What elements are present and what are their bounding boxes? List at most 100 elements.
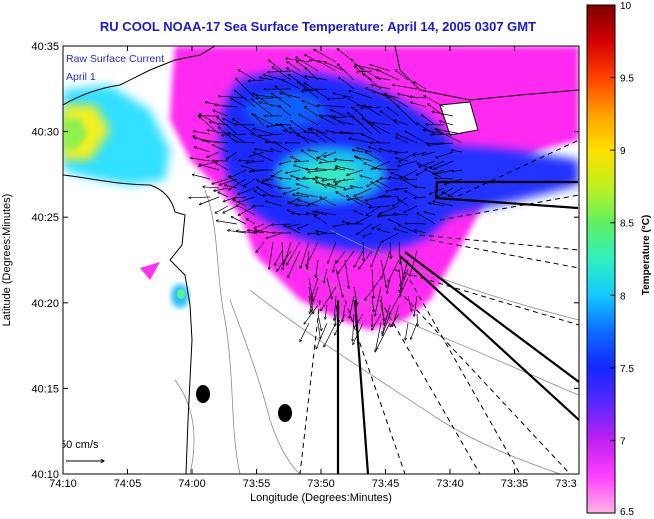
current-vector	[256, 241, 265, 253]
current-vector	[316, 211, 337, 216]
colorbar-tick-label: 8	[620, 291, 626, 302]
colorbar-tick-label: 7.5	[620, 364, 634, 375]
current-vector	[344, 187, 355, 190]
contour-line	[174, 379, 195, 474]
current-vector	[426, 143, 445, 144]
y-tick-label: 40:20	[31, 298, 59, 310]
current-vector	[302, 88, 328, 91]
current-vector	[214, 187, 229, 191]
current-vector	[424, 212, 436, 216]
current-vector	[207, 130, 229, 135]
current-vector	[389, 151, 400, 152]
colorbar	[586, 4, 616, 514]
current-vector	[274, 250, 283, 266]
current-vector	[392, 304, 400, 327]
current-vector	[434, 160, 454, 169]
current-vector	[360, 176, 373, 180]
current-vector	[232, 119, 256, 135]
current-vector	[192, 175, 211, 180]
current-vector	[287, 68, 310, 81]
current-vector	[439, 121, 454, 126]
current-vector	[389, 295, 400, 315]
chart-title: RU COOL NOAA-17 Sea Surface Temperature:…	[100, 19, 536, 34]
current-vector	[398, 199, 409, 207]
current-vector	[287, 241, 301, 265]
current-vector	[371, 268, 374, 298]
current-vector	[426, 124, 445, 125]
current-vector	[411, 102, 427, 108]
current-vector	[322, 178, 337, 181]
current-vector	[387, 107, 400, 117]
current-vector	[436, 151, 454, 158]
current-vector	[194, 147, 211, 153]
current-vector	[419, 160, 436, 167]
contour-line	[329, 229, 579, 321]
current-vector	[333, 115, 355, 118]
current-vector	[244, 178, 256, 186]
current-vector	[428, 142, 454, 145]
current-vector	[437, 187, 454, 197]
current-vector	[383, 196, 400, 198]
current-vector	[280, 124, 292, 135]
current-vector	[399, 268, 409, 293]
current-vector	[444, 178, 463, 185]
current-vector	[300, 241, 310, 268]
current-vector	[411, 322, 418, 339]
current-vector	[298, 223, 310, 229]
current-vector	[394, 120, 409, 126]
current-vector	[219, 96, 247, 99]
current-vector	[238, 187, 256, 195]
current-vector	[371, 295, 374, 312]
current-vector	[330, 116, 346, 126]
current-vector	[238, 196, 256, 203]
current-vector	[230, 169, 247, 178]
current-vector	[308, 169, 328, 172]
current-vector	[370, 65, 391, 72]
current-vector	[380, 205, 400, 214]
current-vector	[428, 104, 445, 117]
current-vector	[233, 196, 247, 198]
current-vector	[254, 223, 274, 234]
radar-dashed-line	[299, 139, 579, 474]
current-vector	[231, 98, 247, 108]
contour-line	[204, 189, 241, 474]
current-vector	[324, 268, 328, 283]
current-vector	[191, 158, 211, 162]
current-vector	[335, 178, 346, 184]
current-vector	[349, 295, 355, 318]
current-vector	[299, 114, 319, 126]
map-area: Raw Surface Current April 1 50 cm/s	[63, 46, 579, 474]
current-vector	[318, 61, 337, 72]
y-axis-label: Latitude (Degrees:Minutes)	[1, 194, 13, 327]
x-tick-label: 73:3	[555, 478, 576, 490]
current-vector	[325, 304, 328, 319]
current-vector	[266, 201, 283, 207]
current-vector	[306, 213, 319, 216]
current-vector	[400, 259, 409, 287]
current-vector	[357, 148, 373, 153]
current-vector	[254, 115, 274, 126]
current-vector	[255, 230, 274, 234]
current-vector	[389, 177, 400, 180]
current-vector	[365, 196, 382, 201]
current-vector	[395, 137, 409, 144]
current-vector	[248, 80, 265, 81]
current-vector	[354, 250, 364, 267]
current-vector	[356, 313, 364, 326]
current-vector	[381, 111, 400, 126]
current-vector	[382, 232, 400, 242]
current-vector	[335, 304, 339, 322]
current-vector	[344, 259, 349, 288]
current-vector	[396, 187, 409, 190]
x-tick-label: 74:05	[114, 478, 142, 490]
current-vector	[417, 313, 418, 326]
current-vector	[275, 86, 292, 99]
radar-site-marker	[278, 404, 292, 422]
y-tick-label: 40:15	[31, 383, 59, 395]
current-vector	[381, 250, 391, 279]
current-vector	[317, 322, 320, 339]
current-vector	[435, 129, 463, 135]
current-vector	[228, 132, 247, 144]
current-vector	[327, 184, 346, 189]
current-vector	[277, 250, 292, 271]
